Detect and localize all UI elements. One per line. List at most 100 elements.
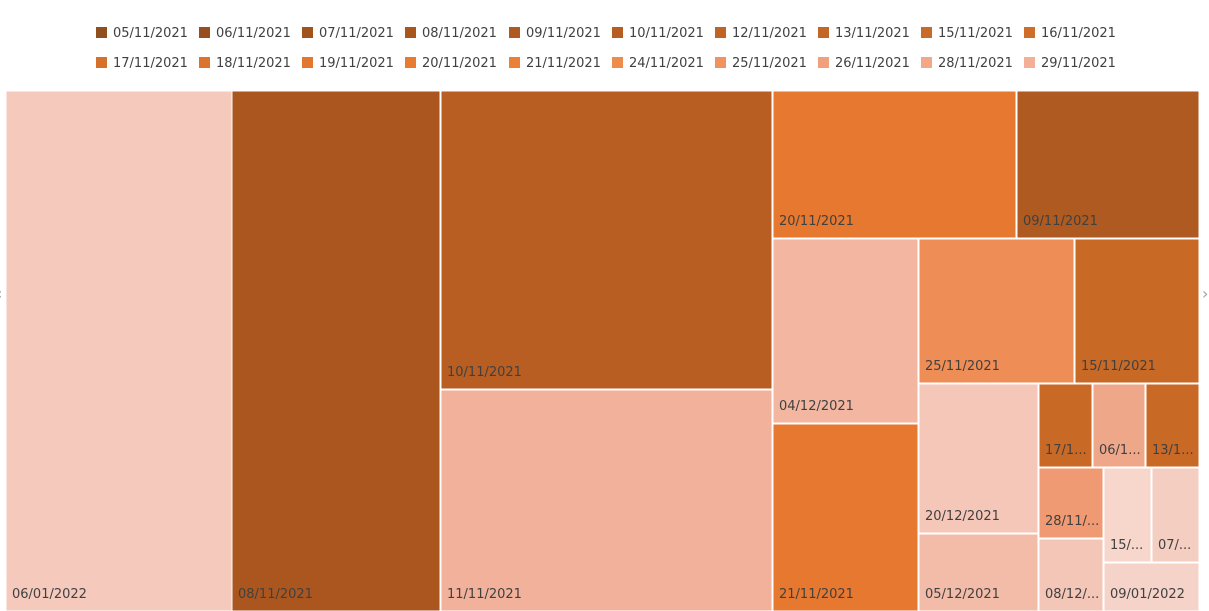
- treemap-tile-label: 21/11/2021: [779, 587, 854, 602]
- legend-label: 09/11/2021: [526, 26, 601, 41]
- legend-swatch: [612, 57, 623, 68]
- legend-label: 15/11/2021: [938, 26, 1013, 41]
- legend-label: 21/11/2021: [526, 56, 601, 71]
- treemap-tile-rect[interactable]: [231, 90, 441, 611]
- legend-item: 15/11/2021: [921, 26, 1013, 42]
- treemap-tile-rect[interactable]: [1092, 383, 1146, 468]
- legend-item: 13/11/2021: [818, 26, 910, 42]
- legend-swatch: [509, 57, 520, 68]
- legend-item: 26/11/2021: [818, 56, 910, 72]
- treemap-tile-label: 15/...: [1110, 538, 1143, 553]
- legend-swatch: [302, 27, 313, 38]
- treemap-tile-label: 06/1...: [1099, 443, 1141, 458]
- treemap-tile[interactable]: 09/01/2022: [1103, 562, 1200, 611]
- legend-swatch: [96, 57, 107, 68]
- treemap-tile-rect[interactable]: [772, 238, 919, 424]
- legend-item: 19/11/2021: [302, 56, 394, 72]
- treemap-tile[interactable]: 10/11/2021: [440, 90, 773, 390]
- legend-item: 20/11/2021: [405, 56, 497, 72]
- treemap-tile-rect[interactable]: [918, 533, 1039, 611]
- legend-swatch: [715, 57, 726, 68]
- treemap-tile-label: 10/11/2021: [447, 365, 522, 380]
- legend-swatch: [509, 27, 520, 38]
- treemap-tile[interactable]: 20/11/2021: [772, 90, 1017, 239]
- treemap-tile[interactable]: 06/01/2022: [5, 90, 233, 611]
- legend-swatch: [921, 57, 932, 68]
- treemap-tile-rect[interactable]: [772, 423, 919, 611]
- treemap-tile-label: 11/11/2021: [447, 587, 522, 602]
- treemap-tile[interactable]: 17/1...: [1038, 383, 1093, 468]
- treemap-tile-rect[interactable]: [1151, 467, 1200, 563]
- treemap-tile[interactable]: 04/12/2021: [772, 238, 919, 424]
- treemap-tile-rect[interactable]: [440, 389, 773, 611]
- treemap-tile-label: 07/...: [1158, 538, 1191, 553]
- legend-item: 08/11/2021: [405, 26, 497, 42]
- treemap-tile[interactable]: 15/...: [1103, 467, 1152, 563]
- legend-item: 07/11/2021: [302, 26, 394, 42]
- treemap-tile[interactable]: 05/12/2021: [918, 533, 1039, 611]
- treemap-tile-rect[interactable]: [918, 238, 1075, 384]
- legend-item: 29/11/2021: [1024, 56, 1116, 72]
- legend-label: 07/11/2021: [319, 26, 394, 41]
- treemap-tile-rect[interactable]: [440, 90, 773, 390]
- treemap-tile-rect[interactable]: [1103, 562, 1200, 611]
- legend-swatch: [199, 27, 210, 38]
- legend-label: 17/11/2021: [113, 56, 188, 71]
- left-scroll-arrow-icon[interactable]: ‹: [0, 285, 4, 303]
- treemap-tile[interactable]: 28/11/...: [1038, 467, 1104, 539]
- treemap-tile-rect[interactable]: [1038, 467, 1104, 539]
- treemap-tile[interactable]: 06/1...: [1092, 383, 1146, 468]
- treemap-tile-label: 15/11/2021: [1081, 359, 1156, 374]
- legend-label: 28/11/2021: [938, 56, 1013, 71]
- treemap-tile-rect[interactable]: [772, 90, 1017, 239]
- legend-label: 10/11/2021: [629, 26, 704, 41]
- treemap-tile[interactable]: 11/11/2021: [440, 389, 773, 611]
- treemap-tile[interactable]: 21/11/2021: [772, 423, 919, 611]
- legend-swatch: [818, 57, 829, 68]
- legend-item: 17/11/2021: [96, 56, 188, 72]
- treemap-tile-rect[interactable]: [1103, 467, 1152, 563]
- treemap-tile-label: 09/01/2022: [1110, 587, 1185, 602]
- treemap-tile-rect[interactable]: [1038, 538, 1104, 611]
- legend-swatch: [405, 27, 416, 38]
- treemap-tile-label: 25/11/2021: [925, 359, 1000, 374]
- legend-label: 19/11/2021: [319, 56, 394, 71]
- treemap-tile[interactable]: 07/...: [1151, 467, 1200, 563]
- treemap-tile-rect[interactable]: [1074, 238, 1200, 384]
- legend-item: 25/11/2021: [715, 56, 807, 72]
- treemap-tile-label: 08/12/...: [1045, 587, 1099, 602]
- legend-item: 05/11/2021: [96, 26, 188, 42]
- treemap-tile[interactable]: 15/11/2021: [1074, 238, 1200, 384]
- treemap-tile-rect[interactable]: [5, 90, 233, 611]
- legend-swatch: [405, 57, 416, 68]
- treemap-tile[interactable]: 09/11/2021: [1016, 90, 1200, 239]
- legend-item: 12/11/2021: [715, 26, 807, 42]
- legend-swatch: [612, 27, 623, 38]
- legend-swatch: [818, 27, 829, 38]
- right-scroll-arrow-icon[interactable]: ›: [1202, 284, 1209, 303]
- treemap-tile-rect[interactable]: [1038, 383, 1093, 468]
- treemap-tile[interactable]: 08/11/2021: [231, 90, 441, 611]
- treemap-tile-rect[interactable]: [918, 383, 1039, 534]
- legend-label: 25/11/2021: [732, 56, 807, 71]
- legend-swatch: [96, 27, 107, 38]
- legend-label: 08/11/2021: [422, 26, 497, 41]
- legend-item: 10/11/2021: [612, 26, 704, 42]
- legend-item: 21/11/2021: [509, 56, 601, 72]
- treemap-tile-label: 04/12/2021: [779, 399, 854, 414]
- legend-item: 18/11/2021: [199, 56, 291, 72]
- legend: 05/11/2021 06/11/2021 07/11/2021 08/11/2021…: [0, 0, 1209, 90]
- treemap-tile[interactable]: 25/11/2021: [918, 238, 1075, 384]
- treemap-tile-rect[interactable]: [1145, 383, 1200, 468]
- treemap-tile[interactable]: 20/12/2021: [918, 383, 1039, 534]
- treemap-tile-rect[interactable]: [1016, 90, 1200, 239]
- legend-swatch: [715, 27, 726, 38]
- legend-item: 28/11/2021: [921, 56, 1013, 72]
- treemap-tile[interactable]: 08/12/...: [1038, 538, 1104, 611]
- treemap-tile-label: 28/11/...: [1045, 514, 1099, 529]
- legend-label: 13/11/2021: [835, 26, 910, 41]
- treemap-tile[interactable]: 13/1...: [1145, 383, 1200, 468]
- treemap-tile-label: 13/1...: [1152, 443, 1194, 458]
- legend-label: 05/11/2021: [113, 26, 188, 41]
